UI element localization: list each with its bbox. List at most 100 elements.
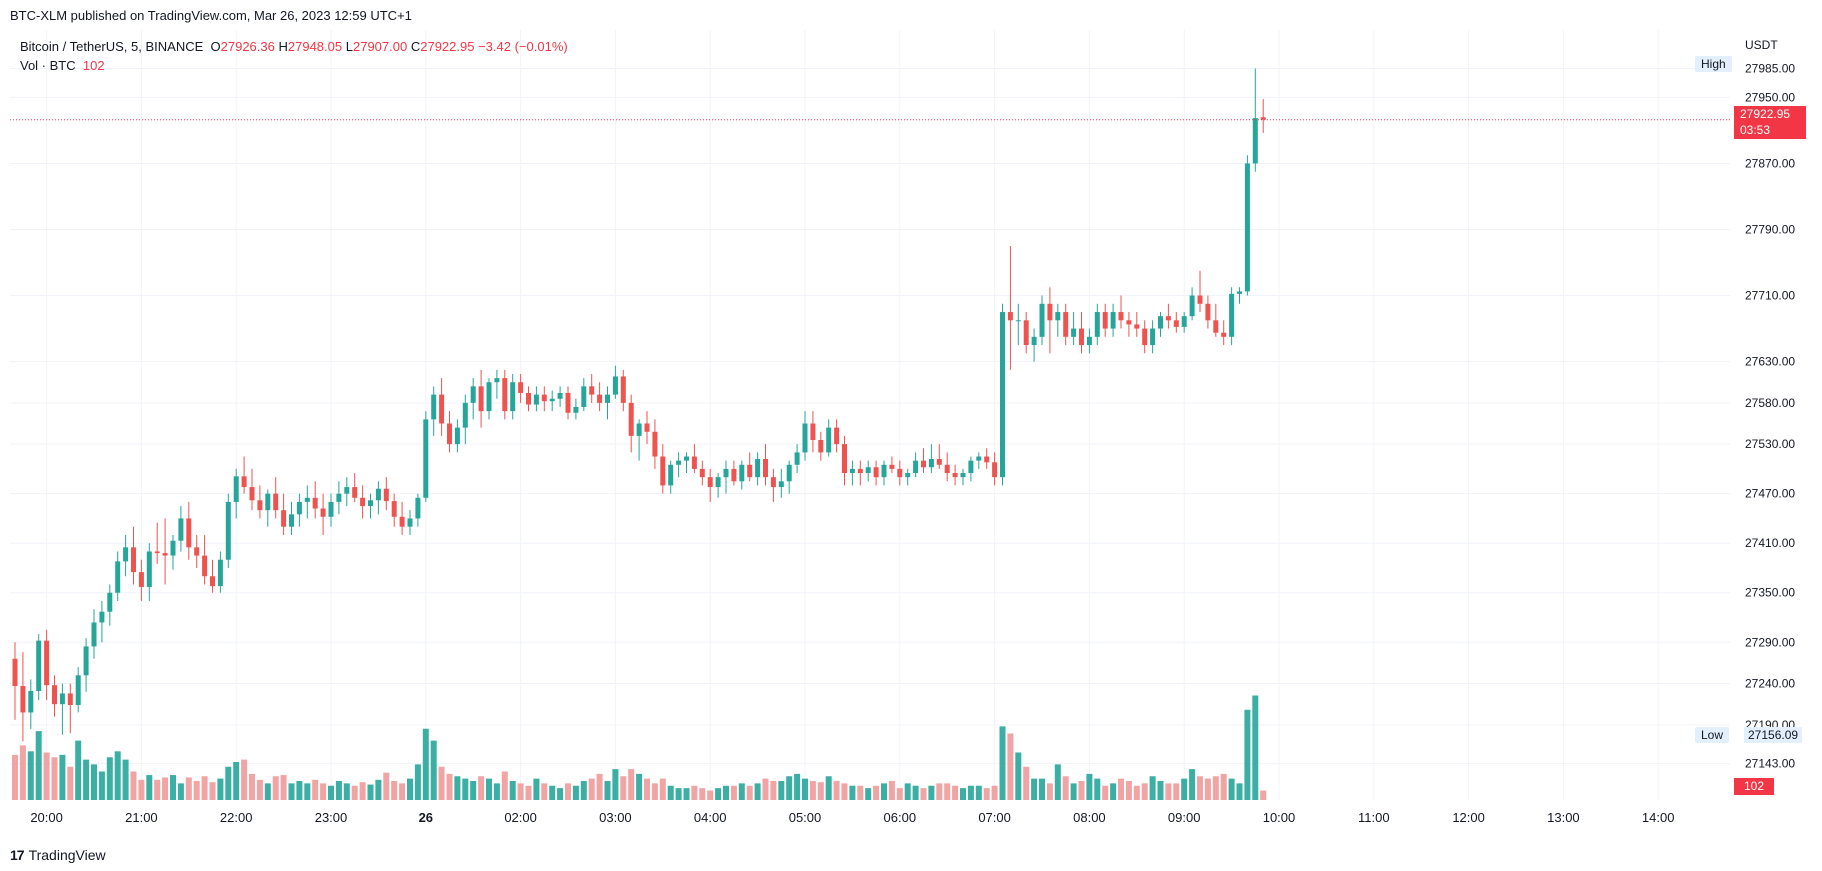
open-value: 27926.36 bbox=[220, 39, 275, 54]
candle-body bbox=[115, 561, 121, 593]
x-tick-label: 06:00 bbox=[884, 810, 917, 825]
candle-body bbox=[1134, 324, 1140, 329]
candle-body bbox=[312, 497, 318, 509]
volume-bar bbox=[1031, 778, 1038, 800]
volume-bar bbox=[241, 759, 248, 800]
volume-bar bbox=[343, 783, 350, 800]
volume-bar bbox=[580, 781, 587, 800]
time-axis[interactable]: 20:00 21:00 22:00 23:00 26 02:00 03:00 04:00 05:… bbox=[30, 810, 1674, 825]
volume-bar bbox=[525, 785, 532, 800]
volume-label[interactable]: Vol · BTC bbox=[20, 58, 76, 73]
volume-bar bbox=[493, 783, 500, 800]
candle-body bbox=[1071, 328, 1077, 337]
volume-bar bbox=[770, 781, 777, 800]
candle-body bbox=[533, 394, 539, 405]
volume-bar bbox=[1133, 785, 1140, 800]
volume-bar bbox=[699, 788, 706, 800]
volume-bar bbox=[565, 783, 571, 800]
volume-bar bbox=[936, 783, 943, 800]
volume-bar bbox=[27, 751, 34, 800]
volume-bar bbox=[233, 762, 240, 800]
candle-body bbox=[1055, 312, 1061, 321]
candle-body bbox=[936, 458, 942, 465]
candle-body bbox=[368, 500, 373, 507]
volume-bar bbox=[43, 752, 50, 800]
x-tick-label: 26 bbox=[419, 810, 433, 825]
candle-body bbox=[944, 464, 950, 474]
candle-body bbox=[731, 468, 737, 482]
high-label: H bbox=[278, 39, 288, 54]
candle-body bbox=[1197, 295, 1203, 304]
candle-body bbox=[802, 423, 808, 453]
candle-body bbox=[1221, 332, 1227, 337]
tradingview-brand[interactable]: 17 TradingView bbox=[10, 847, 106, 863]
candle-body bbox=[146, 551, 152, 587]
volume-bar bbox=[1046, 783, 1053, 800]
volume-bar bbox=[683, 788, 690, 800]
candle-body bbox=[1094, 312, 1100, 337]
candle-body bbox=[486, 382, 492, 412]
x-tick-label: 10:00 bbox=[1263, 810, 1296, 825]
candle-body bbox=[154, 551, 160, 554]
volume-bar bbox=[486, 778, 492, 800]
candle-body bbox=[968, 460, 974, 474]
candle-body bbox=[573, 406, 579, 413]
volume-bar bbox=[462, 778, 469, 800]
volume-bar bbox=[1212, 776, 1219, 800]
x-tick-label: 20:00 bbox=[30, 810, 63, 825]
candle-body bbox=[1047, 303, 1053, 321]
candle-body bbox=[1039, 303, 1045, 337]
candle-body bbox=[344, 487, 350, 494]
candle-body bbox=[565, 392, 571, 413]
y-tick-label: 27530.00 bbox=[1745, 437, 1795, 451]
volume-bar bbox=[904, 783, 911, 800]
candle-body bbox=[597, 394, 603, 403]
candle-body bbox=[1007, 312, 1013, 321]
candle-body bbox=[897, 468, 903, 478]
high-value: 27948.05 bbox=[287, 39, 343, 54]
price-axis[interactable]: 27985.00 27950.00 27870.00 27790.00 27710.00… bbox=[1745, 62, 1795, 771]
low-value: 27907.00 bbox=[352, 39, 408, 54]
candle-body bbox=[233, 476, 239, 502]
candle-body bbox=[423, 419, 429, 498]
volume-bar bbox=[470, 781, 477, 800]
candle-body bbox=[360, 497, 366, 507]
volume-bar bbox=[588, 778, 595, 800]
volume-bar bbox=[849, 785, 856, 800]
candle-body bbox=[296, 501, 302, 515]
symbol-title[interactable]: Bitcoin / TetherUS, 5, BINANCE bbox=[20, 39, 204, 54]
candle-body bbox=[684, 456, 689, 461]
volume-bar bbox=[952, 785, 959, 800]
candle-body bbox=[352, 487, 358, 498]
candle-body bbox=[723, 468, 729, 478]
candle-body bbox=[913, 460, 919, 474]
candle-body bbox=[849, 468, 855, 474]
candle-body bbox=[123, 547, 129, 562]
candle-body bbox=[415, 497, 421, 519]
volume-bar bbox=[438, 766, 445, 800]
candle-body bbox=[1244, 163, 1250, 292]
y-tick-label: 27580.00 bbox=[1745, 396, 1795, 410]
volume-bar bbox=[217, 778, 224, 800]
volume-bar bbox=[454, 776, 461, 800]
candle-body bbox=[881, 464, 887, 478]
candle-body bbox=[289, 514, 294, 527]
candle-body bbox=[660, 456, 666, 486]
volume-bar bbox=[98, 771, 105, 800]
candle-body bbox=[99, 611, 105, 623]
candle-body bbox=[676, 460, 682, 465]
volume-bar bbox=[1252, 695, 1259, 800]
volume-bar bbox=[185, 777, 192, 800]
candle-body bbox=[1229, 293, 1235, 337]
volume-bar bbox=[162, 777, 169, 800]
volume-bar bbox=[636, 773, 643, 800]
open-label: O bbox=[210, 39, 221, 54]
candle-body bbox=[83, 646, 89, 676]
volume-bar bbox=[320, 783, 327, 800]
candle-body bbox=[628, 402, 634, 436]
volume-bar bbox=[975, 785, 982, 800]
volume-bar bbox=[762, 778, 769, 800]
volume-bar bbox=[754, 783, 761, 800]
candle-body bbox=[636, 423, 642, 436]
